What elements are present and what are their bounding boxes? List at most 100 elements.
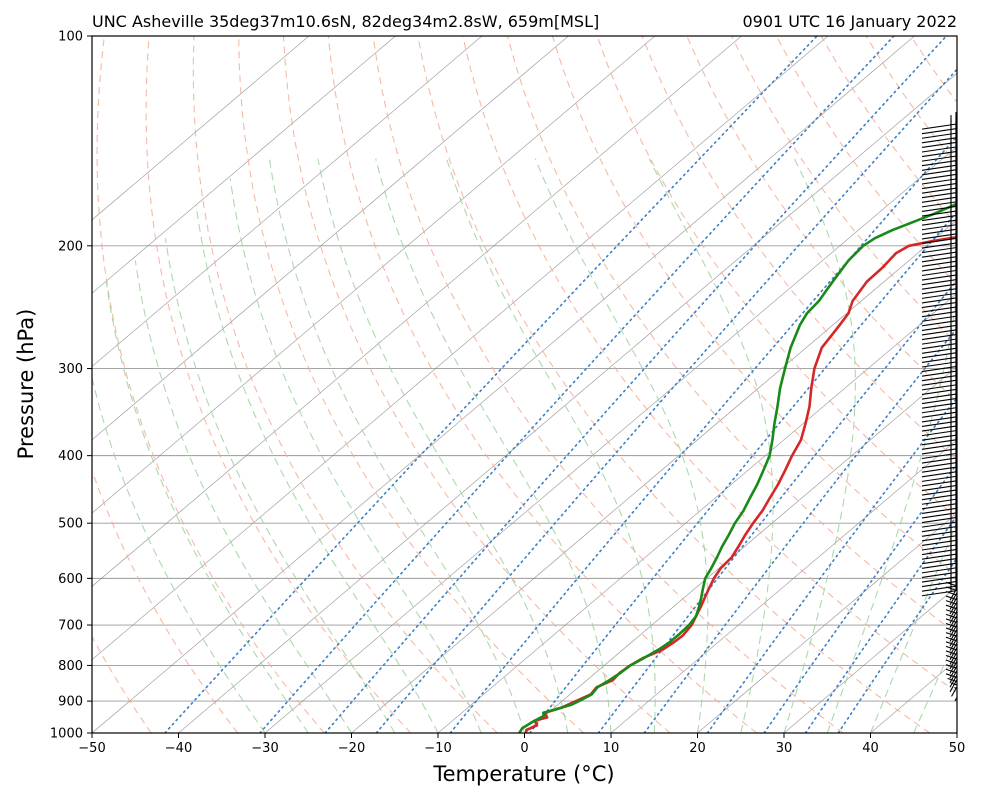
x-tick-label: 30: [776, 741, 793, 756]
wind-barb-shaft: [921, 279, 957, 286]
isotherm-line: [92, 36, 569, 441]
wind-barb-shaft: [921, 228, 957, 235]
wind-barb-shaft: [921, 475, 957, 482]
chart-title-right: 0901 UTC 16 January 2022: [742, 12, 957, 31]
wind-barb-shaft: [921, 178, 957, 185]
wind-barb-shaft: [921, 434, 957, 441]
moist-adiabat-line: [783, 158, 856, 733]
mixing-ratio-line: [643, 327, 957, 733]
wind-barb-shaft: [921, 402, 957, 409]
wind-barb-shaft: [921, 411, 957, 418]
wind-barb-shaft: [921, 425, 957, 432]
mixing-ratio-line: [597, 279, 957, 733]
wind-barb-shaft: [921, 210, 957, 217]
dewpoint-trace: [518, 202, 957, 733]
wind-barb-shaft: [921, 466, 957, 473]
wind-barb-shaft: [921, 398, 957, 405]
wind-barb-shaft: [921, 581, 957, 588]
moist-adiabat-line: [826, 158, 957, 733]
isotherm-line: [92, 36, 915, 733]
wind-barb-shaft: [921, 489, 957, 496]
isobar-gridlines: [92, 245, 957, 702]
dry-adiabat-line: [96, 36, 325, 733]
sounding-traces: [518, 202, 957, 733]
wind-barb-shaft: [921, 151, 957, 158]
wind-barb-shaft: [921, 329, 957, 336]
wind-barb-shaft: [921, 146, 957, 153]
wind-barb-shaft: [921, 352, 957, 359]
wind-barb-shaft: [921, 247, 957, 254]
wind-barb-shaft: [921, 338, 957, 345]
wind-barb-shaft: [921, 233, 957, 240]
wind-barb-shaft: [969, 705, 977, 719]
isotherm-line: [92, 36, 396, 294]
dry-adiabat-line: [820, 36, 957, 226]
wind-barb-shaft: [921, 576, 957, 583]
wind-barb-shaft: [921, 164, 957, 171]
isotherm-line: [437, 292, 957, 733]
wind-barb-shaft: [921, 141, 957, 148]
y-axis-label: Pressure (hPa): [14, 309, 38, 460]
wind-barb-shaft: [921, 457, 957, 464]
mixing-ratio-line: [164, 36, 818, 733]
wind-barb-shaft: [954, 696, 957, 702]
isotherm-line: [92, 36, 742, 587]
y-tick-label: 400: [58, 449, 83, 464]
moist-adiabat-line: [534, 158, 709, 733]
wind-barb-flag: [965, 701, 977, 705]
wind-barb-shaft: [921, 256, 957, 263]
x-tick-label: 20: [689, 741, 706, 756]
dry-adiabat-line: [955, 36, 957, 39]
moist-adiabat-line: [317, 158, 569, 733]
wind-barb-shaft: [921, 448, 957, 455]
wind-barb-shaft: [921, 420, 957, 428]
y-tick-label: 800: [58, 659, 83, 674]
wind-barb-shaft: [980, 719, 988, 733]
y-tick-label: 600: [58, 572, 83, 587]
wind-barbs: [921, 112, 988, 733]
wind-barb-shaft: [921, 137, 957, 144]
mixing-ratio-lines: [164, 36, 957, 733]
plot-frame: [91, 35, 958, 734]
dry-adiabat-line: [192, 36, 498, 733]
mixing-ratio-line: [763, 462, 957, 733]
wind-barb-shaft: [921, 274, 957, 281]
dry-adiabat-line: [551, 36, 957, 577]
wind-barb-shaft: [921, 356, 957, 363]
wind-barb-shaft: [921, 311, 957, 318]
wind-barb-flag: [958, 692, 970, 696]
mixing-ratio-line: [837, 556, 957, 733]
dry-adiabat-line: [596, 36, 957, 519]
wind-barb-shaft: [921, 462, 957, 469]
dry-adiabats: [92, 36, 957, 733]
wind-barb-shaft: [921, 269, 957, 277]
isotherm-line: [92, 36, 829, 661]
wind-barb-shaft: [921, 183, 957, 190]
wind-barb-shaft: [921, 242, 957, 249]
y-tick-label: 700: [58, 619, 83, 634]
x-tick-label: −50: [78, 741, 105, 756]
wind-barb-shaft: [921, 292, 957, 299]
mixing-ratio-line: [804, 514, 957, 733]
dry-adiabat-line: [327, 36, 758, 733]
wind-barb-shaft: [921, 201, 957, 208]
wind-barb-shaft: [921, 562, 957, 569]
isotherm-line: [264, 146, 957, 733]
wind-barb-shaft: [921, 219, 957, 226]
isotherm-line: [524, 366, 957, 733]
y-tick-label: 500: [58, 517, 83, 532]
wind-barb-shaft: [921, 571, 957, 578]
isotherm-line: [92, 36, 483, 367]
wind-barb-shaft: [921, 439, 957, 446]
wind-barb-flag: [961, 697, 973, 701]
moist-adiabat-line: [92, 375, 266, 733]
wind-barb-shaft: [976, 714, 984, 728]
wind-barb-shaft: [921, 416, 957, 423]
x-tick-label: 10: [603, 741, 620, 756]
wind-barb-shaft: [921, 539, 957, 546]
mixing-ratio-line: [528, 210, 957, 733]
wind-barb-shaft: [921, 334, 957, 341]
dry-adiabat-line: [145, 36, 412, 733]
x-tick-label: −10: [424, 741, 451, 756]
